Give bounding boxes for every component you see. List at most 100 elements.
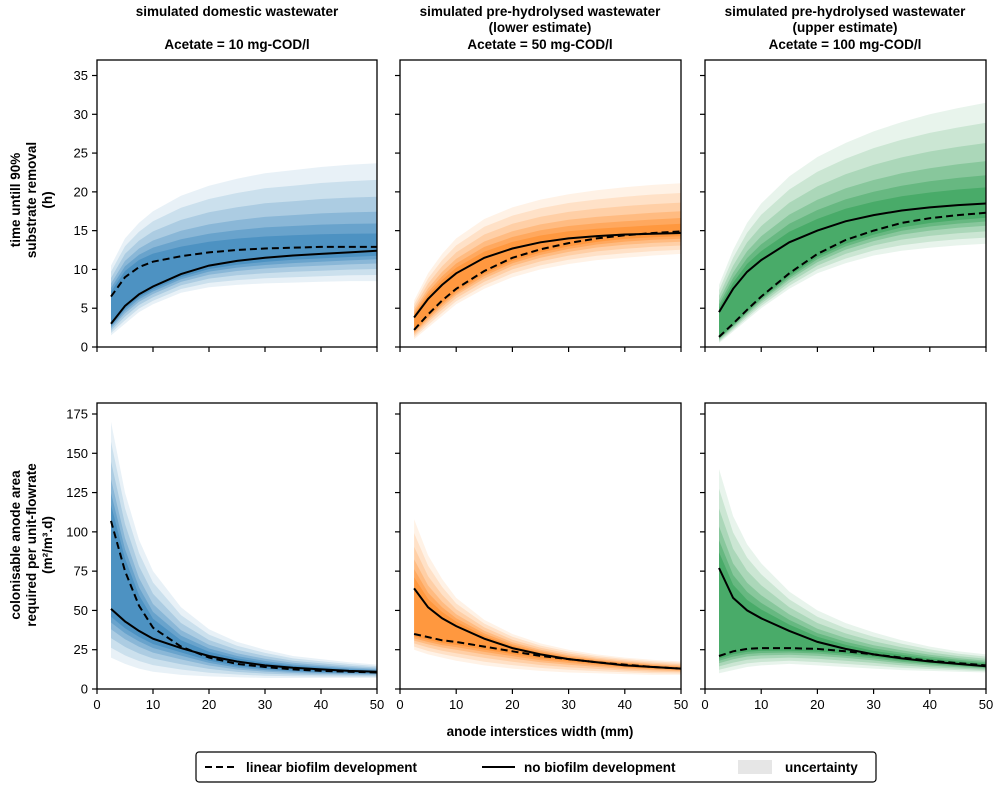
x-tick-label: 40 [618,697,632,712]
x-tick-label: 40 [923,697,937,712]
x-tick-label: 10 [146,697,160,712]
panel-area-domestic: 0 25 50 75 100 125 150 175 0 10 20 30 40 50 [66,402,384,712]
uncertainty-band-layer-6 [719,552,986,668]
y-axis-label-top-line2: substrate removal [24,142,39,258]
uncertainty-band-layer-2 [719,488,986,672]
y-axis-label-bottom-line2: required per unit-flowrate [24,463,39,627]
x-tick-label: 10 [754,697,768,712]
y-axis-label-top: time untill 90% substrate removal (h) [8,142,55,258]
column-title-3-line3: Acetate = 100 mg-COD/l [769,37,922,52]
uncertainty-band-layer-4 [414,559,681,672]
uncertainty-band-layer-2 [111,179,377,333]
y-tick-label: 50 [74,603,88,618]
x-tick-label: 50 [979,697,993,712]
panel-area-lower: 0 10 20 30 40 50 [395,402,688,712]
x-tick-label: 30 [258,697,272,712]
series-linear-biofilm-line [718,647,987,667]
series-linear-biofilm-line [718,211,987,338]
y-tick-label: 100 [66,524,88,539]
legend-linear-label: linear biofilm development [246,760,418,775]
x-tick-label: 50 [370,697,384,712]
plot-frame [399,59,682,348]
uncertainty-band-layer-2 [719,122,986,342]
uncertainty-band-layer-3 [111,461,377,676]
series-no-biofilm-line [110,249,378,325]
uncertainty-band-layer-1 [111,421,377,678]
y-axis-label-top-line1: time untill 90% [8,153,23,248]
uncertainty-band-layer-4 [719,526,986,669]
x-tick-label: 20 [505,697,519,712]
legend: linear biofilm development no biofilm de… [195,751,877,783]
x-tick-label: 0 [701,697,708,712]
legend-frame [195,751,877,783]
plot-frame [96,59,378,348]
x-tick-label: 40 [314,697,328,712]
uncertainty-band-layer-3 [414,546,681,673]
panel-time-upper [700,59,987,352]
y-axis-label-bottom-line3: (m²/m³.d) [40,516,55,574]
y-tick-label: 0 [81,340,88,355]
x-tick-label: 50 [674,697,688,712]
column-title-2-line2: (lower estimate) [489,20,592,35]
uncertainty-band-layer-6 [719,187,986,338]
series-linear-biofilm-line [110,245,377,298]
column-title-3-line1: simulated pre-hydrolysed wastewater [725,4,967,19]
y-tick-label: 5 [81,301,88,316]
y-tick-label: 15 [74,223,88,238]
uncertainty-band-layer-4 [719,161,986,340]
y-axis-label-top-line3: (h) [40,191,55,208]
column-title-1: simulated domestic wastewater Acetate = … [136,4,339,52]
y-axis-label-bottom: colonisable anode area required per unit… [8,463,55,627]
uncertainty-band-layer-5 [414,569,681,671]
column-title-2-line1: simulated pre-hydrolysed wastewater [420,4,662,19]
uncertainty-band-layer-1 [414,519,681,675]
column-title-1-line1: simulated domestic wastewater [136,4,339,19]
x-tick-label: 20 [810,697,824,712]
y-tick-label: 30 [74,107,88,122]
panel-time-lower [395,59,682,352]
y-tick-label: 175 [66,407,88,422]
series-no-biofilm-line [413,232,682,319]
plot-frame [96,402,378,690]
y-tick-label: 150 [66,446,88,461]
column-title-2: simulated pre-hydrolysed wastewater (low… [420,4,662,52]
column-title-3: simulated pre-hydrolysed wastewater (upp… [725,4,967,52]
uncertainty-band-layer-4 [414,211,681,334]
uncertainty-band-layer-5 [719,540,986,668]
x-tick-label: 0 [93,697,100,712]
column-title-1-line3: Acetate = 10 mg-COD/l [164,37,309,52]
x-tick-label: 30 [866,697,880,712]
column-title-3-line2: (upper estimate) [792,20,897,35]
plot-frame [399,402,682,690]
uncertainty-band-layer-2 [414,193,681,338]
series-linear-biofilm-line [413,633,682,670]
uncertainty-band-layer-5 [111,223,377,327]
uncertainty-band-layer-1 [719,102,986,344]
series-no-biofilm-line [718,202,987,313]
legend-uncertainty-swatch [738,760,772,774]
y-tick-label: 35 [74,68,88,83]
series-no-biofilm-line [413,587,682,670]
y-tick-label: 125 [66,485,88,500]
legend-uncertainty-label: uncertainty [785,760,858,775]
uncertainty-band-layer-2 [414,533,681,674]
x-tick-label: 30 [561,697,575,712]
y-tick-label: 20 [74,184,88,199]
y-tick-label: 0 [81,682,88,697]
uncertainty-band-layer-1 [719,469,986,674]
x-tick-label: 0 [396,697,403,712]
uncertainty-band-layer-2 [111,441,377,677]
uncertainty-band-layer-4 [111,211,377,329]
column-title-2-line3: Acetate = 50 mg-COD/l [467,37,612,52]
y-tick-label: 25 [74,146,88,161]
series-no-biofilm-line [718,567,987,668]
uncertainty-band-layer-1 [414,183,681,340]
uncertainty-band-layer-5 [719,175,986,339]
x-tick-label: 10 [449,697,463,712]
y-axis-label-bottom-line1: colonisable anode area [8,470,23,620]
x-tick-label: 20 [202,697,216,712]
plot-frame [704,402,987,690]
uncertainty-band-layer-3 [719,143,986,341]
